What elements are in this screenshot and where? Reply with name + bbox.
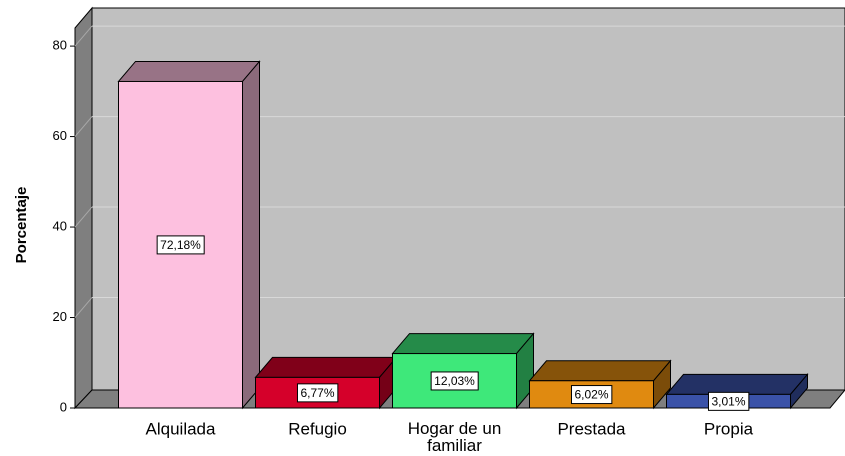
value-label: 72,18%: [160, 238, 201, 252]
value-label-box: [570, 385, 613, 405]
x-tick-label: Alquilada: [146, 419, 216, 438]
value-label-box: [156, 235, 205, 255]
side-wall: [74, 6, 93, 410]
grid-line: [74, 25, 93, 47]
bar-top: [665, 373, 809, 395]
bar-top: [117, 60, 261, 82]
bar-top: [254, 356, 398, 378]
value-label: 3,01%: [711, 394, 745, 408]
value-label-box: [430, 371, 479, 391]
grid-line: [74, 206, 93, 228]
bar-top: [391, 333, 535, 355]
bar: [392, 353, 517, 409]
bar-top: [528, 360, 672, 382]
x-tick-label: Hogar de un familiar: [408, 419, 502, 455]
value-label: 6,02%: [574, 388, 608, 402]
x-tick-label: Prestada: [557, 419, 626, 438]
bar-side: [242, 60, 260, 410]
value-label: 6,77%: [300, 386, 334, 400]
x-tick-label: Refugio: [288, 419, 347, 438]
value-label-box: [296, 383, 339, 403]
x-tick-label: Propia: [704, 419, 754, 438]
y-tick-label: 40: [53, 218, 67, 233]
grid-line: [74, 297, 93, 318]
value-label-box: [707, 391, 750, 411]
grid-line: [74, 116, 93, 137]
y-tick-label: 0: [60, 399, 67, 414]
value-label: 12,03%: [434, 374, 475, 388]
y-tick-label: 20: [53, 309, 67, 324]
y-tick-label: 60: [53, 128, 67, 143]
y-tick-label: 80: [53, 38, 67, 53]
y-axis-title: Porcentaje: [13, 187, 30, 264]
